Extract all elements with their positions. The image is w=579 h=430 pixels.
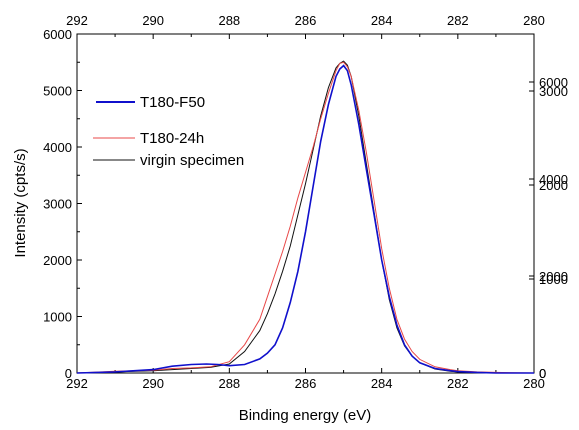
- left-y-axis: 0 1000 2000 3000 4000 5000 6000: [43, 27, 82, 381]
- right-tick-label: 0: [539, 366, 546, 381]
- top-x-tick-label: 280: [523, 13, 545, 28]
- series-lines: [76, 60, 535, 374]
- legend-label-virgin-specimen: virgin specimen: [140, 152, 244, 169]
- top-x-axis: 292 290 288 286 284 282 280: [66, 13, 545, 39]
- right-tick-label: 2000: [539, 178, 568, 193]
- x-tick-label: 290: [142, 376, 164, 391]
- top-x-tick-label: 292: [66, 13, 88, 28]
- legend-label-t180-f50: T180-F50: [140, 94, 205, 111]
- y-tick-label: 4000: [43, 140, 72, 155]
- right-tick-label: 1000: [539, 272, 568, 287]
- x-tick-label: 280: [523, 376, 545, 391]
- top-x-tick-label: 286: [295, 13, 317, 28]
- top-x-tick-label: 282: [447, 13, 469, 28]
- x-tick-label: 282: [447, 376, 469, 391]
- x-tick-label: 286: [295, 376, 317, 391]
- legend-label-t180-24h: T180-24h: [140, 130, 204, 147]
- x-axis-title: Binding energy (eV): [239, 407, 372, 424]
- series-line-t180-24h: [76, 61, 535, 374]
- legend: T180-F50 T180-24h virgin specimen: [93, 94, 244, 169]
- y-tick-label: 3000: [43, 197, 72, 212]
- plot-frame: [76, 33, 535, 374]
- right-tick-label: 2000: [539, 269, 568, 284]
- y-tick-label: 2000: [43, 253, 72, 268]
- y-tick-label: 6000: [43, 27, 72, 42]
- y-tick-label: 5000: [43, 84, 72, 99]
- top-x-tick-label: 290: [142, 13, 164, 28]
- top-x-tick-label: 284: [371, 13, 393, 28]
- series-line-t180-f50: [76, 64, 534, 374]
- y-tick-label: 0: [65, 366, 72, 381]
- right-tick-label: 4000: [539, 172, 568, 187]
- x-tick-label: 292: [66, 376, 88, 391]
- y-axis-title: Intensity (cpts/s): [12, 148, 29, 257]
- right-tick-label: 3000: [539, 84, 568, 99]
- x-tick-label: 288: [218, 376, 240, 391]
- top-x-tick-label: 288: [218, 13, 240, 28]
- y-tick-label: 1000: [43, 310, 72, 325]
- right-tick-label: 0: [539, 366, 546, 381]
- bottom-x-axis: 292 290 288 286 284 282 280: [66, 368, 545, 391]
- x-tick-label: 284: [371, 376, 393, 391]
- right-tick-label: 6000: [539, 75, 568, 90]
